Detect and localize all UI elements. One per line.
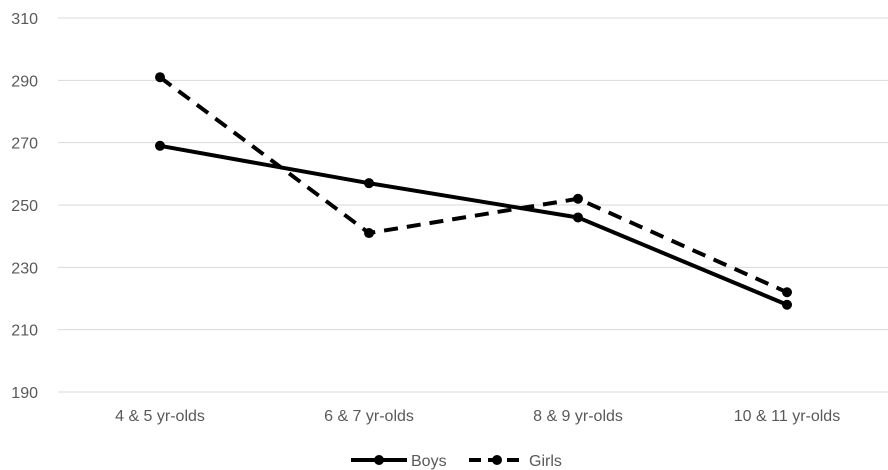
legend-label: Boys: [411, 453, 447, 470]
data-point-boys: [782, 299, 792, 310]
data-point-boys: [573, 212, 583, 223]
y-tick-label: 290: [11, 73, 38, 90]
x-axis-tick-labels: 4 & 5 yr-olds 6 & 7 yr-olds 8 & 9 yr-olds 1…: [115, 408, 840, 425]
y-axis-tick-labels: 190 210 230 250 270 290 310: [11, 11, 38, 402]
x-tick-label: 8 & 9 yr-olds: [533, 408, 623, 425]
y-tick-label: 190: [11, 385, 38, 402]
legend-item-boys: Boys: [351, 453, 447, 470]
data-point-girls: [782, 287, 792, 298]
data-point-girls: [155, 72, 165, 83]
data-point-girls: [364, 228, 374, 239]
y-tick-label: 310: [11, 11, 38, 28]
legend: Boys Girls: [351, 453, 562, 470]
data-point-boys: [155, 140, 165, 151]
legend-item-girls: Girls: [469, 453, 562, 470]
x-tick-label: 6 & 7 yr-olds: [324, 408, 414, 425]
legend-label: Girls: [529, 453, 562, 470]
series-girls: [155, 72, 792, 298]
legend-marker: [374, 455, 384, 465]
gridlines: [58, 17, 888, 393]
y-tick-label: 270: [11, 136, 38, 153]
series-layer: [155, 72, 792, 310]
legend-marker: [492, 455, 502, 465]
series-boys: [155, 140, 792, 310]
x-tick-label: 4 & 5 yr-olds: [115, 408, 205, 425]
x-tick-label: 10 & 11 yr-olds: [734, 408, 840, 425]
series-line-boys: [159, 143, 788, 307]
series-line-girls: [158, 75, 788, 295]
y-tick-label: 250: [11, 198, 38, 215]
data-point-girls: [573, 193, 583, 204]
y-tick-label: 230: [11, 260, 38, 277]
data-point-boys: [364, 178, 374, 189]
y-tick-label: 210: [11, 323, 38, 340]
